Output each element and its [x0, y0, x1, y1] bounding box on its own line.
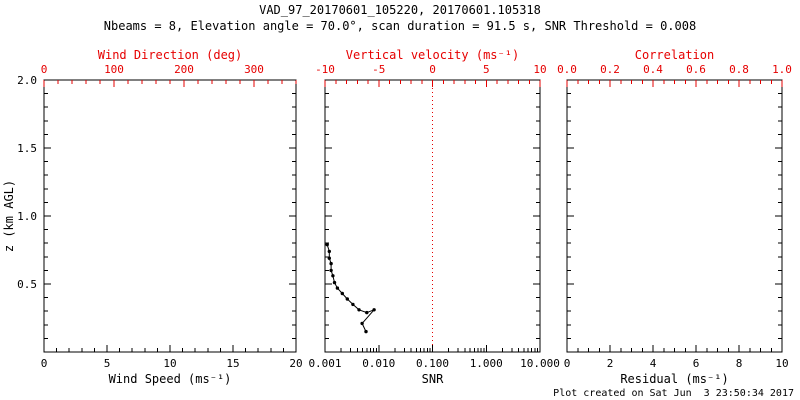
svg-text:0.8: 0.8 [729, 63, 749, 76]
wind-panel-frame [43, 79, 297, 353]
residual-bottom-axis-title: Residual (ms⁻¹) [620, 372, 728, 386]
svg-text:10: 10 [775, 357, 788, 370]
svg-text:-5: -5 [372, 63, 385, 76]
residual-top-axis: 0.0 0.2 0.4 0.6 0.8 1.0 Correlation [557, 48, 792, 87]
panel-wind: 0 5 10 15 20 Wind Speed (ms⁻¹) 0 100 200 300Wind … [2, 48, 303, 386]
wind-bottom-axis: 0 5 10 15 20 Wind Speed (ms⁻¹) [41, 345, 303, 386]
svg-text:2: 2 [607, 357, 614, 370]
residual-y-axis [567, 79, 782, 353]
svg-text:300: 300 [244, 63, 264, 76]
svg-text:1.5: 1.5 [17, 142, 37, 155]
svg-text:20: 20 [289, 357, 302, 370]
svg-text:0.5: 0.5 [17, 278, 37, 291]
snr-profile [325, 242, 376, 334]
svg-text:15: 15 [226, 357, 239, 370]
plot-created-timestamp: Plot created on Sat Jun 3 23:50:34 2017 [553, 388, 794, 399]
svg-text:200: 200 [174, 63, 194, 76]
svg-text:10.000: 10.000 [520, 357, 560, 370]
plot-subtitle: Nbeams = 8, Elevation angle = 70.0°, sca… [103, 19, 697, 33]
wind-bottom-axis-title: Wind Speed (ms⁻¹) [109, 372, 232, 386]
svg-text:0.4: 0.4 [643, 63, 663, 76]
wind-top-axis-title: Wind Direction (deg) [98, 48, 243, 62]
svg-text:0: 0 [41, 63, 48, 76]
svg-text:5: 5 [104, 357, 111, 370]
svg-text:4: 4 [650, 357, 657, 370]
svg-text:100: 100 [104, 63, 124, 76]
svg-text:10: 10 [163, 357, 176, 370]
svg-text:0.0: 0.0 [557, 63, 577, 76]
svg-text:0: 0 [429, 63, 436, 76]
svg-text:2.0: 2.0 [17, 74, 37, 87]
svg-text:1.0: 1.0 [772, 63, 792, 76]
svg-text:0.100: 0.100 [416, 357, 449, 370]
svg-text:-10: -10 [315, 63, 335, 76]
svg-text:8: 8 [736, 357, 743, 370]
svg-text:6: 6 [693, 357, 700, 370]
snr-bottom-axis: 0.001 0.010 0.100 1.000 10.000 SNR [308, 345, 560, 386]
y-axis-title: z (km AGL) [2, 180, 16, 252]
wind-y-axis: 0.5 1.0 1.5 2.0 z (km AGL) [2, 74, 296, 353]
svg-text:0.6: 0.6 [686, 63, 706, 76]
snr-top-axis-title: Vertical velocity (ms⁻¹) [346, 48, 519, 62]
svg-text:0.2: 0.2 [600, 63, 620, 76]
svg-text:0: 0 [564, 357, 571, 370]
svg-text:0: 0 [41, 357, 48, 370]
svg-text:10: 10 [533, 63, 546, 76]
panel-snr: 0.001 0.010 0.100 1.000 10.000 SNR -10 -5 0 5 10 Ve… [308, 48, 559, 386]
svg-text:0.001: 0.001 [308, 357, 341, 370]
svg-text:0.010: 0.010 [362, 357, 395, 370]
residual-panel-frame [566, 79, 783, 353]
svg-text:1.0: 1.0 [17, 210, 37, 223]
snr-top-axis: -10 -5 0 5 10 Vertical velocity (ms⁻¹) [315, 48, 547, 87]
plot-title: VAD_97_20170601_105220, 20170601.105318 [259, 3, 541, 17]
residual-top-axis-title: Correlation [635, 48, 714, 62]
snr-bottom-axis-title: SNR [422, 372, 444, 386]
svg-text:5: 5 [483, 63, 490, 76]
svg-text:1.000: 1.000 [470, 357, 503, 370]
residual-bottom-axis: 0 2 4 6 8 10 Residual (ms⁻¹) [564, 345, 789, 386]
snr-y-axis [325, 79, 540, 353]
panel-residual: 0 2 4 6 8 10 Residual (ms⁻¹) 0.0 0.2 0.4 0.6 0.8 1.0… [557, 48, 792, 386]
